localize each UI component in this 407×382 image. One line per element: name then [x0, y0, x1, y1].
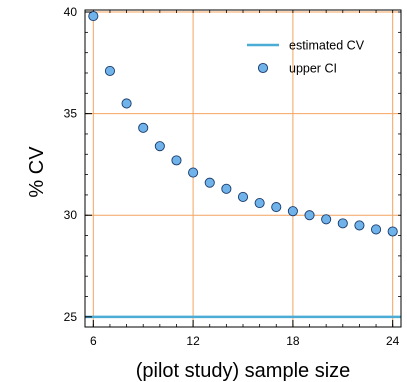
minor-ticks: [85, 10, 401, 327]
upper-ci-point: [287, 206, 298, 217]
upper-ci-point: [237, 191, 249, 202]
y-tick-label: 40: [64, 5, 78, 19]
upper-ci-point: [204, 177, 215, 188]
y-tick-label: 25: [64, 310, 78, 324]
upper-ci-point: [171, 155, 182, 166]
y-tick-label: 35: [64, 107, 78, 121]
x-tick-label: 24: [386, 334, 400, 348]
grid: [85, 10, 401, 327]
x-tick-label: 18: [286, 334, 300, 348]
upper-ci-point: [387, 226, 398, 237]
x-axis-title: (pilot study) sample size: [136, 360, 351, 382]
upper-ci-point: [354, 220, 365, 231]
plot-frame: [84, 9, 402, 328]
x-tick-label: 12: [186, 334, 200, 348]
upper-ci-point: [321, 214, 332, 225]
upper-ci-point: [188, 167, 199, 178]
y-tick-label: 30: [64, 208, 78, 222]
legend-point-swatch: [257, 62, 269, 74]
legend-label-estimated-cv: estimated CV: [289, 39, 365, 53]
upper-ci-point: [371, 224, 382, 235]
upper-ci-point: [154, 141, 165, 152]
upper-ci-point: [138, 122, 149, 133]
y-axis-title: % CV: [26, 146, 48, 198]
legend: estimated CV upper CI: [247, 39, 365, 76]
upper-ci-point: [88, 11, 99, 22]
upper-ci-point: [271, 202, 282, 213]
upper-ci-point: [121, 98, 132, 109]
upper-ci-point: [337, 218, 348, 229]
upper-ci-point: [104, 65, 115, 77]
x-tick-label: 6: [90, 334, 97, 348]
y-axis-ticks: 25 30 35 40: [64, 5, 92, 324]
upper-ci-point: [304, 210, 315, 221]
x-axis-ticks: 6 12 18 24: [90, 320, 400, 348]
data-points: [88, 11, 398, 237]
upper-ci-point: [254, 197, 265, 209]
upper-ci-point: [221, 183, 232, 194]
legend-label-upper-ci: upper CI: [289, 62, 337, 76]
